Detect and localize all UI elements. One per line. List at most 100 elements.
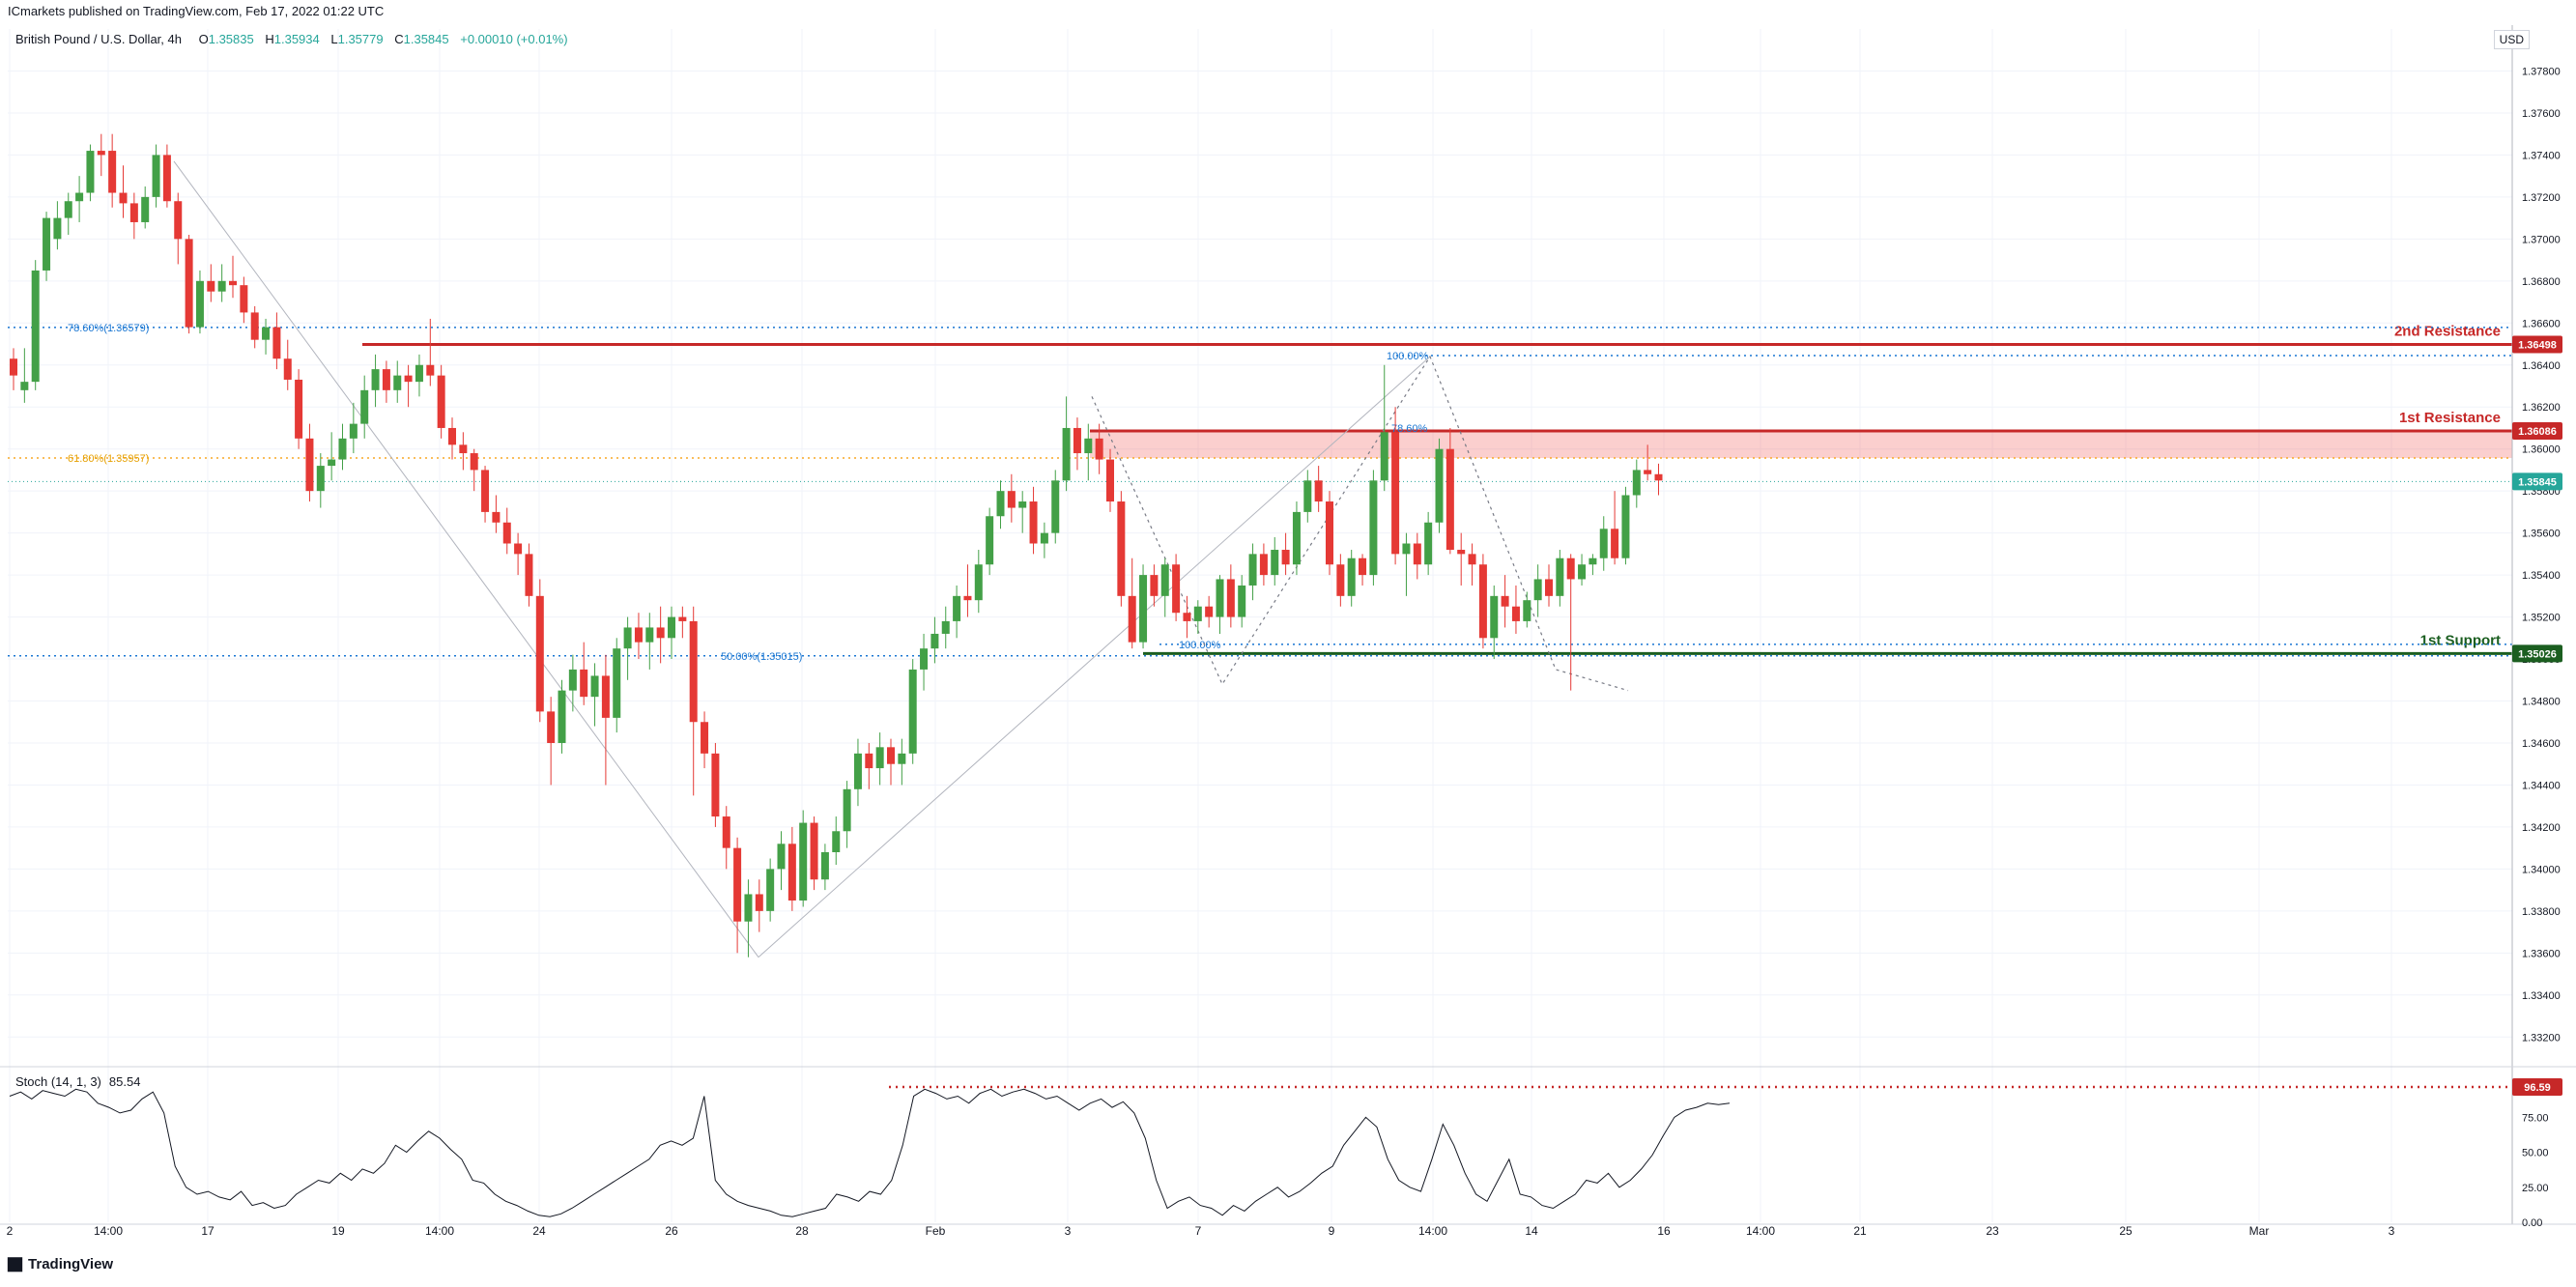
x-tick-label: 2 [7,1224,14,1238]
candle-body [295,379,303,439]
trend-line [173,160,759,958]
candle-body [1029,501,1038,544]
candle-body [1150,575,1159,596]
candle-body [129,203,138,222]
candle-body [656,627,665,639]
resistance-zone [1090,431,2512,459]
candle-body [1424,522,1433,565]
candle-body [668,616,675,639]
candle-body [733,847,742,922]
fib-label: 61.80%(1.35957) [68,453,149,465]
tradingview-logo[interactable]: ⬛︎ TradingView [8,1256,113,1273]
candle-body [1556,558,1564,596]
candle-body [645,627,654,643]
fib-label: 78.60%(1.36579) [68,323,149,334]
candle-body [1545,579,1553,596]
price-tag-2nd-resistance: 1.36498 [2518,339,2557,351]
price-tag-1st-support: 1.35026 [2518,648,2557,660]
candle-body [1073,427,1081,454]
published-by-text: ICmarkets published on TradingView.com, … [8,4,385,18]
candle-body [31,270,40,383]
trend-line [758,356,1431,958]
fib-label: 50.00%(1.35015) [721,651,802,663]
y-tick-label: 1.37200 [2522,192,2561,204]
candle-body [64,201,72,218]
candle-body [10,358,17,376]
candle-body [217,280,226,292]
candle-body [711,753,720,817]
candle-body [1347,558,1356,596]
price-tag-1st-resistance: 1.36086 [2518,426,2557,438]
candle-body [349,423,358,439]
y-tick-label: 1.33400 [2522,990,2561,1002]
candle-body [1413,543,1421,565]
candle-body [1611,529,1619,558]
y-tick-label: 1.34000 [2522,864,2561,875]
candle-body [1183,613,1191,621]
candle-body [53,217,62,240]
candle-body [250,312,259,340]
candle-body [766,869,775,911]
y-tick-label: 1.36200 [2522,402,2561,414]
candle-body [547,711,556,743]
candle-body [1051,480,1060,533]
candle-body [1084,438,1093,454]
x-tick-label: 26 [665,1224,678,1238]
x-tick-label: 14:00 [94,1224,123,1238]
candle-body [1040,532,1048,544]
candle-body [97,151,105,156]
candle-body [108,151,117,193]
y-tick-label: 1.37600 [2522,108,2561,120]
y-tick-label: 1.37400 [2522,150,2561,161]
candle-body [393,375,402,390]
candle-body [1369,480,1378,576]
candle-body [799,822,808,901]
symbol-legend: British Pound / U.S. Dollar, 4h O1.35835… [15,32,576,46]
ohlc-low-value: 1.35779 [337,32,384,46]
candle-body [371,369,380,390]
candle-body [689,620,698,723]
candle-body [1292,511,1301,565]
y-tick-label: 1.35200 [2522,613,2561,624]
candle-body [502,522,511,544]
candle-body [1435,448,1444,523]
stoch-tag: 96.59 [2524,1082,2551,1094]
candle-body [492,511,501,523]
candle-body [1303,480,1312,512]
level-label: 2nd Resistance [2394,323,2501,339]
candle-body [1336,564,1345,596]
candle-body [1095,438,1103,460]
currency-label[interactable]: USD [2493,30,2530,49]
stochastic-legend: Stoch (14, 1, 3) 85.54 [15,1074,140,1089]
candle-body [1533,579,1542,601]
candle-body [195,280,204,328]
candle-body [1193,606,1202,621]
y-tick-label: 1.33800 [2522,906,2561,918]
candle-body [1007,491,1016,508]
candle-body [229,280,237,286]
y-tick-label: 1.36000 [2522,444,2561,456]
candle-body [601,675,610,718]
price-tag-1st-support-bg [2512,644,2562,663]
candle-body [1018,501,1027,508]
candle-body [1205,606,1214,617]
candle-body [1359,558,1367,576]
price-tag-last: 1.35845 [2518,476,2557,488]
price-tag-last-bg [2512,472,2562,491]
candle-body [568,669,577,691]
fib-label: 78.60% [1391,423,1428,435]
candle-body [382,369,390,390]
y-tick-label: 1.37000 [2522,234,2561,245]
ohlc-open-value: 1.35835 [208,32,254,46]
candle-body [1259,554,1268,576]
candle-body [1644,470,1652,474]
candle-body [875,747,884,769]
x-tick-label: 14:00 [1418,1224,1447,1238]
candle-body [996,491,1005,517]
stoch-tick-label: 75.00 [2522,1112,2549,1124]
candle-body [1139,575,1148,643]
y-tick-label: 1.34400 [2522,780,2561,791]
candle-body [1457,550,1466,555]
